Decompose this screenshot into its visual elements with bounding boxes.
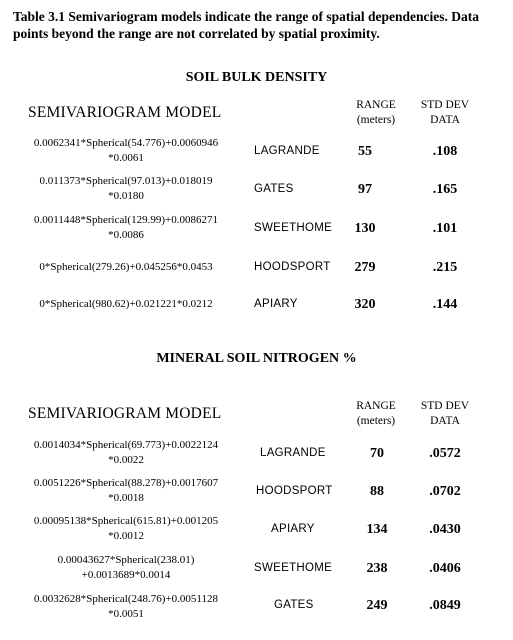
table-row: 0*Spherical(279.26)+0.045256*0.0453 HOOD… — [0, 260, 513, 300]
model-formula: 0*Spherical(980.62)+0.021221*0.0212 — [4, 297, 248, 312]
table-row: 0*Spherical(980.62)+0.021221*0.0212 APIA… — [0, 297, 513, 337]
model-formula: 0.0062341*Spherical(54.776)+0.0060946 *0… — [4, 136, 248, 166]
model-line: 0.0011448*Spherical(129.99)+0.0086271 — [34, 214, 218, 226]
header-semivariogram-model: SEMIVARIOGRAM MODEL — [28, 104, 222, 121]
model-formula: 0.00043627*Spherical(238.01) +0.0013689*… — [4, 553, 248, 583]
range-value: 320 — [354, 297, 376, 312]
model-formula: 0.011373*Spherical(97.013)+0.018019 *0.0… — [4, 174, 248, 204]
site-name: SWEETHOME — [254, 222, 333, 234]
table-row: 0.0014034*Spherical(69.773)+0.0022124 *0… — [0, 438, 513, 478]
std-dev-value: .0702 — [429, 484, 461, 499]
section-title-bulk-density: SOIL BULK DENSITY — [185, 70, 328, 85]
model-line: *0.0018 — [108, 492, 144, 504]
header-std-dev-data: DATA — [430, 114, 460, 126]
site-name: LAGRANDE — [260, 447, 326, 459]
model-formula: 0.0032628*Spherical(248.76)+0.0051128 *0… — [4, 592, 248, 622]
model-line: *0.0012 — [108, 530, 144, 542]
model-line: 0.011373*Spherical(97.013)+0.018019 — [39, 175, 213, 187]
header-range-label: RANGE — [356, 400, 396, 412]
table-row: 0.0051226*Spherical(88.278)+0.0017607 *0… — [0, 476, 513, 516]
site-name: LAGRANDE — [254, 145, 320, 157]
model-formula: 0.00095138*Spherical(615.81)+0.001205 *0… — [4, 514, 248, 544]
model-line: 0.0051226*Spherical(88.278)+0.0017607 — [33, 477, 219, 489]
model-line: 0*Spherical(980.62)+0.021221*0.0212 — [39, 298, 213, 310]
model-line: 0.0062341*Spherical(54.776)+0.0060946 — [33, 137, 219, 149]
std-dev-value: .0572 — [429, 446, 461, 461]
range-value: 88 — [370, 484, 384, 499]
header-range-unit: (meters) — [356, 114, 396, 126]
range-value: 134 — [366, 522, 388, 537]
table-row: 0.00043627*Spherical(238.01) +0.0013689*… — [0, 553, 513, 593]
header-std-dev-data: DATA — [430, 415, 460, 427]
std-dev-value: .0430 — [429, 522, 461, 537]
table-caption: Table 3.1 Semivariogram models indicate … — [13, 9, 479, 41]
table-row: 0.0032628*Spherical(248.76)+0.0051128 *0… — [0, 592, 513, 632]
header-std-dev-label: STD DEV — [420, 400, 470, 412]
std-dev-value: .0849 — [429, 598, 461, 613]
range-value: 279 — [354, 260, 376, 275]
std-dev-value: .144 — [432, 297, 458, 312]
site-name: APIARY — [254, 298, 298, 310]
header-range: RANGE (meters) — [348, 399, 404, 429]
model-formula: 0.0011448*Spherical(129.99)+0.0086271 *0… — [4, 213, 248, 243]
range-value: 55 — [358, 144, 372, 159]
header-range-label: RANGE — [356, 99, 396, 111]
model-line: 0.0032628*Spherical(248.76)+0.0051128 — [34, 593, 218, 605]
header-std-dev: STD DEV DATA — [410, 399, 480, 429]
header-semivariogram-model: SEMIVARIOGRAM MODEL — [28, 405, 222, 422]
model-line: 0*Spherical(279.26)+0.045256*0.0453 — [39, 261, 213, 273]
site-name: HOODSPORT — [254, 261, 331, 273]
table-row: 0.0011448*Spherical(129.99)+0.0086271 *0… — [0, 213, 513, 253]
model-formula: 0.0014034*Spherical(69.773)+0.0022124 *0… — [4, 438, 248, 468]
model-line: +0.0013689*0.0014 — [81, 569, 171, 581]
site-name: APIARY — [271, 523, 315, 535]
model-formula: 0*Spherical(279.26)+0.045256*0.0453 — [4, 260, 248, 275]
model-line: 0.00095138*Spherical(615.81)+0.001205 — [33, 515, 219, 527]
range-value: 238 — [366, 561, 388, 576]
std-dev-value: .0406 — [429, 561, 461, 576]
site-name: SWEETHOME — [254, 562, 333, 574]
header-range: RANGE (meters) — [348, 98, 404, 128]
std-dev-value: .108 — [432, 144, 458, 159]
table-row: 0.00095138*Spherical(615.81)+0.001205 *0… — [0, 514, 513, 554]
std-dev-value: .215 — [432, 260, 458, 275]
range-value: 97 — [358, 182, 372, 197]
range-value: 130 — [354, 221, 376, 236]
table-row: 0.0062341*Spherical(54.776)+0.0060946 *0… — [0, 136, 513, 176]
std-dev-value: .101 — [432, 221, 458, 236]
header-std-dev-label: STD DEV — [420, 99, 470, 111]
range-value: 249 — [366, 598, 388, 613]
site-name: HOODSPORT — [256, 485, 333, 497]
range-value: 70 — [370, 446, 384, 461]
section-title-mineral-nitrogen: MINERAL SOIL NITROGEN % — [156, 351, 357, 366]
header-range-unit: (meters) — [356, 415, 396, 427]
model-line: *0.0086 — [108, 229, 144, 241]
model-formula: 0.0051226*Spherical(88.278)+0.0017607 *0… — [4, 476, 248, 506]
std-dev-value: .165 — [432, 182, 458, 197]
table-row: 0.011373*Spherical(97.013)+0.018019 *0.0… — [0, 174, 513, 214]
model-line: 0.00043627*Spherical(238.01) — [57, 554, 195, 566]
model-line: *0.0180 — [108, 190, 144, 202]
site-name: GATES — [254, 183, 294, 195]
model-line: *0.0051 — [108, 608, 144, 620]
header-std-dev: STD DEV DATA — [410, 98, 480, 128]
model-line: 0.0014034*Spherical(69.773)+0.0022124 — [33, 439, 219, 451]
site-name: GATES — [274, 599, 314, 611]
model-line: *0.0022 — [108, 454, 144, 466]
model-line: *0.0061 — [108, 152, 144, 164]
